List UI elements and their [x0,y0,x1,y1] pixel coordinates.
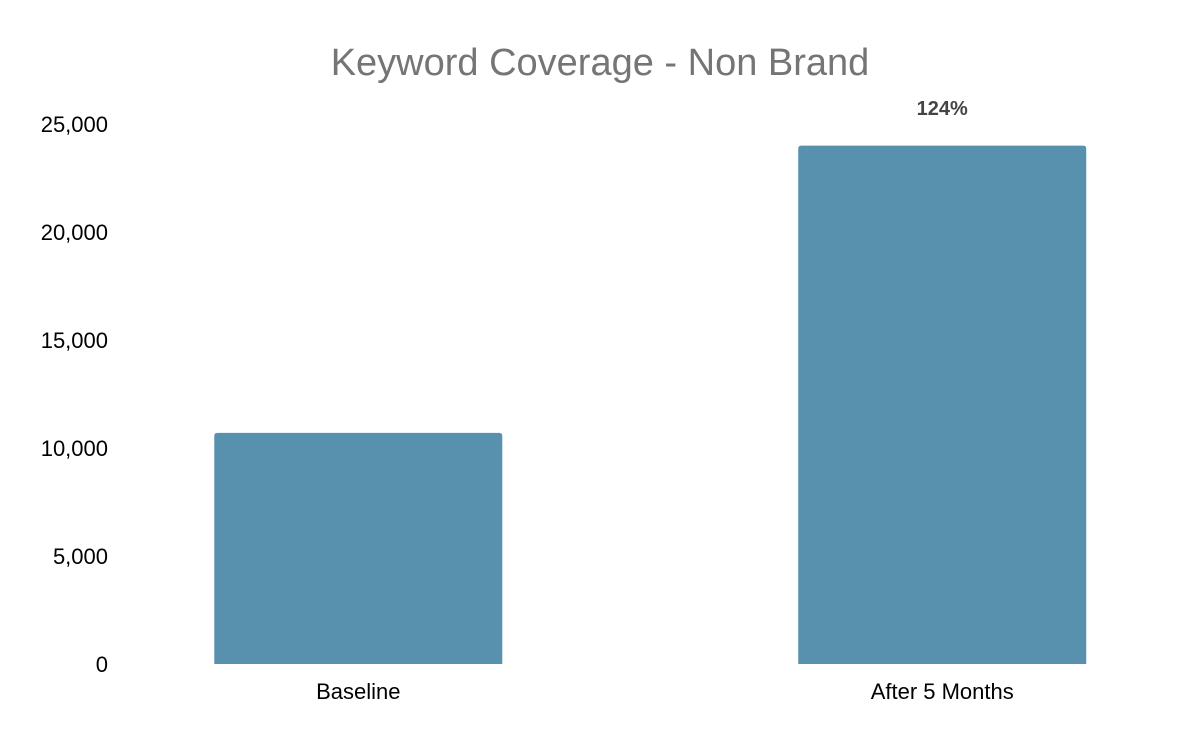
y-tick-label: 20,000 [41,220,108,245]
y-tick-label: 5,000 [53,544,108,569]
bars [214,145,1087,665]
bar-annotation: 124% [917,98,968,120]
y-tick-label: 10,000 [41,436,108,461]
x-category-label: After 5 Months [871,679,1014,704]
x-category-label: Baseline [316,679,400,704]
x-axis-labels: Baseline After 5 Months [316,679,1014,704]
bar-after-5-months [798,145,1087,665]
annotations: 124% [917,98,968,120]
y-tick-label: 15,000 [41,328,108,353]
y-tick-label: 25,000 [41,112,108,137]
bar-baseline [214,432,503,664]
y-tick-label: 0 [96,652,108,677]
y-axis-ticks: 0 5,000 10,000 15,000 20,000 25,000 [41,112,108,677]
chart-title: Keyword Coverage - Non Brand [331,42,870,84]
